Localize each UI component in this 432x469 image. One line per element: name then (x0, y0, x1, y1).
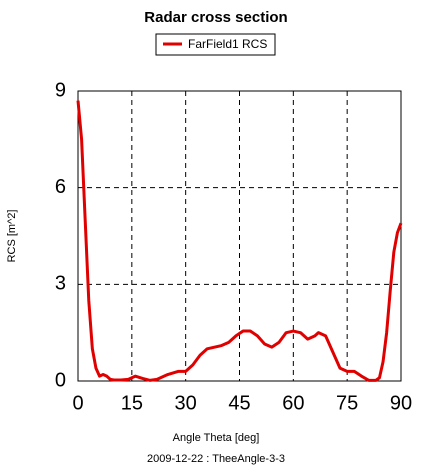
x-tick-label: 15 (121, 392, 143, 414)
legend-box (155, 33, 276, 56)
x-tick-label: 60 (282, 392, 304, 414)
x-tick-label: 0 (72, 392, 83, 414)
x-tick-label: 75 (336, 392, 358, 414)
chart-title: Radar cross section (144, 9, 287, 26)
y-tick-label: 6 (55, 176, 66, 198)
y-tick-label: 3 (55, 273, 66, 295)
footnote: 2009-12-22 : TheeAngle-3-3 (147, 453, 285, 465)
y-tick-label: 9 (55, 79, 66, 101)
legend-label: FarField1 RCS (188, 37, 267, 51)
x-tick-label: 45 (228, 392, 250, 414)
series-line (76, 100, 403, 382)
y-tick-label: 0 (55, 369, 66, 391)
y-axis-label: RCS [m^2] (6, 210, 18, 263)
x-axis-label: Angle Theta [deg] (173, 432, 260, 444)
x-tick-label: 90 (390, 392, 412, 414)
x-tick-label: 30 (175, 392, 197, 414)
